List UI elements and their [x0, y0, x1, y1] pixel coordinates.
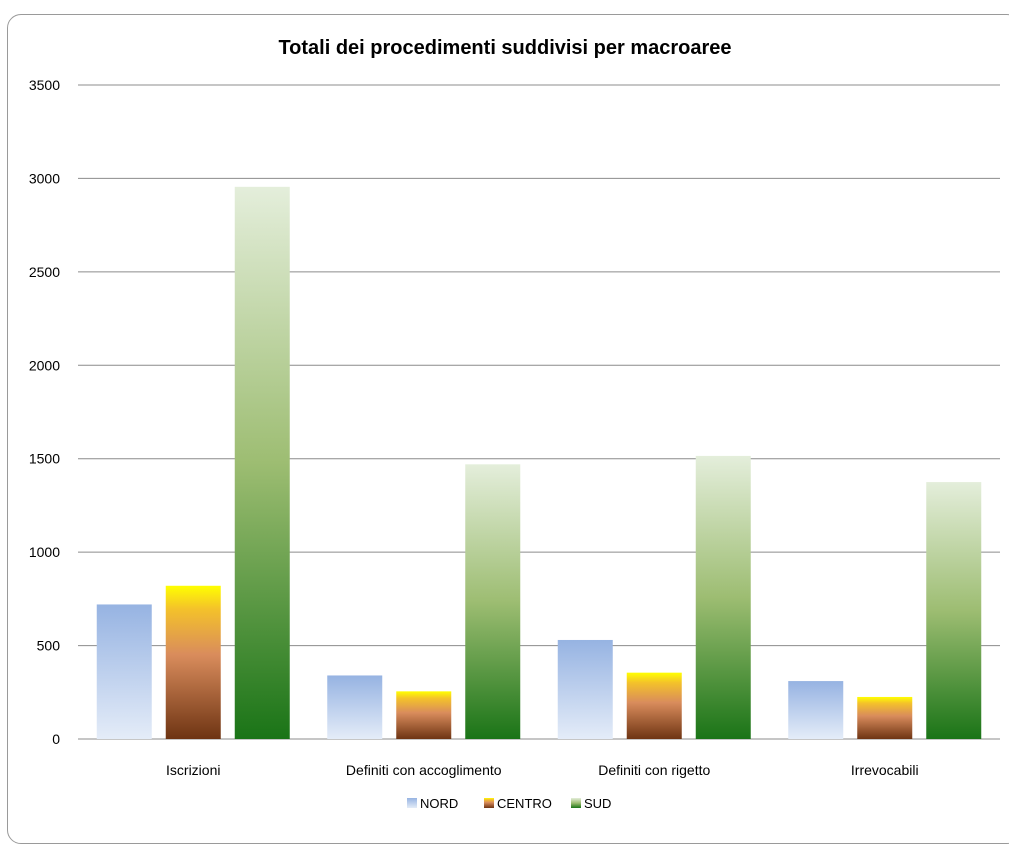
- bar-chart: Totali dei procedimenti suddivisi per ma…: [29, 37, 1000, 811]
- legend-label-centro: CENTRO: [497, 796, 552, 811]
- x-tick-label: Iscrizioni: [166, 762, 220, 778]
- bar-sud-1: [234, 186, 290, 739]
- bar-nord-1: [96, 604, 152, 739]
- bar-sud-3: [695, 455, 751, 739]
- y-tick-label: 2000: [29, 357, 60, 373]
- bar-nord-4: [788, 681, 844, 739]
- x-tick-label: Definiti con accoglimento: [346, 762, 502, 778]
- x-tick-label: Definiti con rigetto: [598, 762, 710, 778]
- bar-nord-3: [557, 639, 613, 739]
- bar-centro-2: [396, 691, 452, 739]
- x-tick-label: Irrevocabili: [851, 762, 919, 778]
- legend: NORD CENTRO SUD: [407, 796, 611, 811]
- gridlines: [78, 84, 1000, 740]
- x-axis-ticks: Iscrizioni Definiti con accoglimento Defin…: [166, 762, 919, 778]
- y-axis-ticks: 0 500 1000 1500 2000 2500 3000 3500: [29, 77, 60, 747]
- y-tick-label: 500: [37, 638, 61, 654]
- legend-swatch-sud: [571, 798, 581, 808]
- bar-sud-4: [926, 482, 982, 739]
- y-tick-label: 1500: [29, 451, 60, 467]
- chart-title: Totali dei procedimenti suddivisi per ma…: [278, 37, 731, 59]
- bar-centro-4: [857, 696, 913, 739]
- bar-centro-1: [165, 585, 221, 739]
- y-tick-label: 3000: [29, 170, 60, 186]
- y-tick-label: 3500: [29, 77, 60, 93]
- bar-centro-3: [626, 672, 682, 739]
- legend-label-nord: NORD: [420, 796, 458, 811]
- bar-sud-2: [465, 464, 521, 739]
- y-tick-label: 1000: [29, 544, 60, 560]
- legend-swatch-nord: [407, 798, 417, 808]
- y-tick-label: 2500: [29, 264, 60, 280]
- legend-label-sud: SUD: [584, 796, 611, 811]
- y-tick-label: 0: [52, 731, 60, 747]
- bars: [96, 186, 982, 739]
- legend-swatch-centro: [484, 798, 494, 808]
- bar-nord-2: [327, 675, 383, 739]
